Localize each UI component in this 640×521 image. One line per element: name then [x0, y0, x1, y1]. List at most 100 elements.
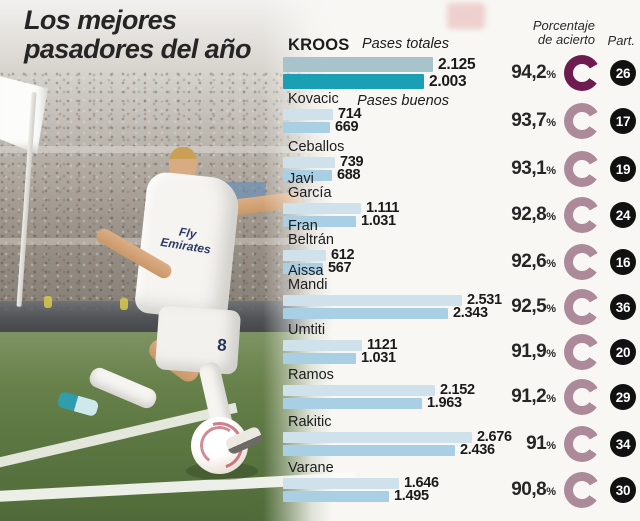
accuracy-ring-icon: [564, 472, 600, 508]
accuracy-percentage: 93,1%: [511, 158, 556, 179]
total-passes-value: 714: [338, 106, 362, 123]
player-name: KROOS: [288, 35, 350, 54]
participation-badge: 17: [610, 108, 636, 134]
total-passes-value: 1.646: [404, 475, 439, 492]
player-name: Varane: [288, 459, 334, 476]
good-passes-bar: [283, 445, 455, 456]
player-name: Kovacic: [288, 90, 339, 107]
good-passes-bar: [283, 122, 330, 133]
page-title-line2: pasadores del año: [24, 34, 251, 64]
player-teal-boot: [56, 390, 100, 418]
player-row-fran-beltran: Fran Beltrán 612 567 92,6% 16: [283, 219, 640, 280]
jersey-number: 8: [216, 335, 228, 355]
player-name: Aissa Mandi: [288, 263, 328, 293]
participation-badge: 30: [610, 477, 636, 503]
total-passes-value: 2.531: [467, 292, 502, 309]
accuracy-ring-icon: [564, 426, 600, 462]
total-passes-bar: [283, 109, 333, 120]
total-passes-value: 2.676: [477, 429, 512, 446]
player-row-aissa-mandi: Aissa Mandi 2.531 2.343 92,5% 36: [283, 264, 640, 325]
accuracy-ring-icon: [564, 197, 600, 233]
accuracy-column-header: Porcentaje de acierto: [532, 18, 595, 47]
participation-badge: 24: [610, 202, 636, 228]
total-passes-bar: [283, 295, 462, 306]
total-passes-value: 2.125: [438, 55, 476, 73]
good-passes-value: 1.031: [361, 350, 396, 367]
good-passes-bar: [283, 263, 323, 274]
accuracy-percentage: 91%: [526, 433, 556, 454]
good-passes-bar: [283, 74, 424, 89]
total-passes-value: 2.152: [440, 382, 475, 399]
total-passes-value: 1.111: [366, 200, 400, 217]
good-passes-bar: [283, 170, 332, 181]
accuracy-ring-icon: [564, 55, 600, 91]
good-passes-value: 1.963: [427, 395, 462, 412]
player-row-kovacic: Kovacic 714 669 93,7% 17: [283, 92, 640, 139]
participation-badge: 26: [610, 60, 636, 86]
accuracy-ring-icon: [564, 244, 600, 280]
accuracy-ring-icon: [564, 334, 600, 370]
total-passes-bar: [283, 250, 326, 261]
steward-figure: [120, 298, 128, 310]
player-row-ceballos: Ceballos 739 688 93,1% 19: [283, 140, 640, 187]
participation-badge: 36: [610, 294, 636, 320]
good-passes-bar: [283, 491, 389, 502]
player-name: Rakitic: [288, 413, 332, 430]
total-passes-bar: [283, 340, 362, 351]
accuracy-percentage: 94,2%: [511, 62, 556, 83]
jersey-sponsor-text: Fly Emirates: [159, 224, 212, 257]
player-name: Fran Beltrán: [288, 218, 334, 248]
accuracy-percentage: 92,6%: [511, 251, 556, 272]
good-passes-bar: [283, 353, 356, 364]
good-passes-legend: Pases buenos: [357, 93, 449, 109]
accuracy-ring-icon: [564, 151, 600, 187]
good-passes-value: 2.436: [460, 442, 495, 459]
player-name: Ceballos: [288, 138, 345, 155]
stadium-tier-line: [0, 146, 332, 153]
good-passes-value: 2.343: [453, 305, 488, 322]
passers-chart: Porcentaje de acierto Part. KROOS Pases …: [283, 0, 640, 521]
page-title-line1: Los mejores: [24, 5, 177, 35]
accuracy-percentage: 92,8%: [511, 204, 556, 225]
player-jersey: Fly Emirates: [133, 170, 242, 322]
page-title: Los mejores pasadores del año: [24, 6, 251, 64]
faded-logo-blob: [447, 3, 485, 29]
player-row-ramos: Ramos 2.152 1.963 91,2% 29: [283, 368, 640, 415]
good-passes-value: 567: [328, 260, 352, 277]
player-row-javi-garcia: Javi García 1.111 1.031 92,8% 24: [283, 172, 640, 233]
good-passes-value: 2.003: [429, 72, 467, 90]
total-passes-legend: Pases totales: [361, 35, 449, 52]
player-row-rakitic: Rakitic 2.676 2.436 91% 34: [283, 415, 640, 462]
participation-badge: 16: [610, 249, 636, 275]
total-passes-bar: [283, 57, 433, 72]
accuracy-percentage: 93,7%: [511, 110, 556, 131]
player-shorts: 8: [154, 305, 242, 375]
accuracy-percentage: 90,8%: [511, 479, 556, 500]
good-passes-value: 688: [337, 167, 361, 184]
accuracy-percentage: 91,9%: [511, 341, 556, 362]
participation-badge: 29: [610, 384, 636, 410]
good-passes-bar: [283, 398, 422, 409]
accuracy-percentage: 92,5%: [511, 296, 556, 317]
accuracy-ring-icon: [564, 289, 600, 325]
good-passes-bar: [283, 308, 448, 319]
player-row-umtiti: Umtiti 1121 1.031 91,9% 20: [283, 323, 640, 370]
player-row-kroos: KROOS Pases totales Pases buenos 2.125 2…: [283, 36, 640, 108]
good-passes-value: 669: [335, 119, 359, 136]
participation-badge: 19: [610, 156, 636, 182]
good-passes-bar: [283, 216, 356, 227]
total-passes-value: 739: [340, 154, 364, 171]
player-name: Ramos: [288, 366, 334, 383]
player-name: Umtiti: [288, 321, 326, 338]
total-passes-value: 612: [331, 247, 355, 264]
participation-badge: 20: [610, 339, 636, 365]
participation-badge: 34: [610, 431, 636, 457]
accuracy-ring-icon: [564, 379, 600, 415]
total-passes-bar: [283, 203, 361, 214]
total-passes-bar: [283, 385, 435, 396]
total-passes-bar: [283, 478, 399, 489]
good-passes-value: 1.031: [361, 213, 396, 230]
total-passes-bar: [283, 432, 472, 443]
total-passes-value: 1121: [367, 337, 398, 354]
